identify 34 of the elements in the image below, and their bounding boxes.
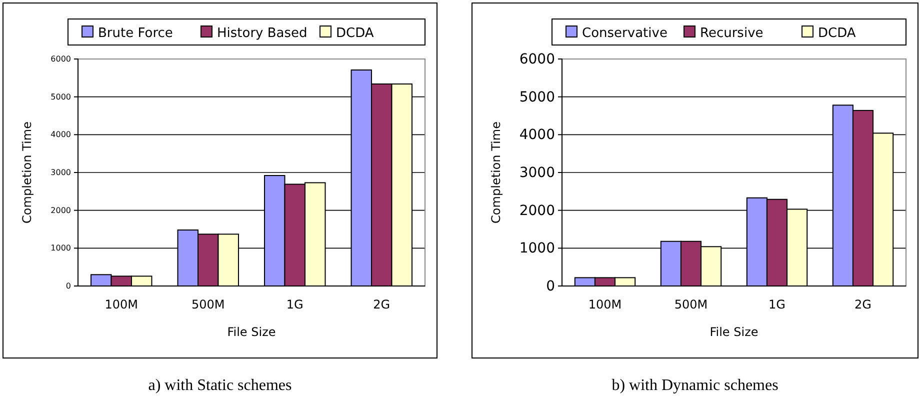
legend-label: Brute Force <box>98 26 173 41</box>
y-axis-title: Completion Time <box>489 122 503 224</box>
x-axis-title: File Size <box>227 325 276 339</box>
y-tick-label: 6000 <box>50 54 71 64</box>
x-tick-label: 2G <box>854 298 872 312</box>
y-tick-label: 4000 <box>50 130 71 140</box>
x-tick-label: 500M <box>674 298 708 312</box>
x-tick-label: 2G <box>373 298 390 312</box>
legend-label: History Based <box>217 26 308 41</box>
x-tick-label: 1G <box>286 298 304 312</box>
y-tick-label: 6000 <box>519 51 555 68</box>
y-tick-label: 1000 <box>50 244 71 253</box>
y-tick-label: 1000 <box>519 240 555 257</box>
y-axis-title: Completion Time <box>20 122 34 224</box>
y-tick-label: 0 <box>66 282 71 291</box>
legend-label: Recursive <box>700 26 764 41</box>
y-tick-label: 4000 <box>519 127 555 144</box>
y-tick-label: 5000 <box>519 89 555 106</box>
y-tick-label: 2000 <box>50 206 71 215</box>
text: a) with Static schemes <box>148 377 292 394</box>
x-tick-label: 500M <box>191 298 225 312</box>
text: b) with Dynamic schemes <box>612 377 778 394</box>
x-tick-label: 1G <box>768 298 786 312</box>
x-axis-title: File Size <box>710 325 758 339</box>
x-tick-label: 100M <box>588 298 622 312</box>
legend-label: Conservative <box>582 26 668 41</box>
x-tick-label: 100M <box>104 298 138 312</box>
y-tick-label: 5000 <box>50 92 71 102</box>
legend-label: DCDA <box>818 26 856 41</box>
y-tick-label: 0 <box>546 278 555 294</box>
y-tick-label: 3000 <box>519 164 555 181</box>
y-tick-label: 2000 <box>519 202 555 219</box>
y-tick-label: 3000 <box>50 168 71 178</box>
legend-label: DCDA <box>336 26 374 41</box>
